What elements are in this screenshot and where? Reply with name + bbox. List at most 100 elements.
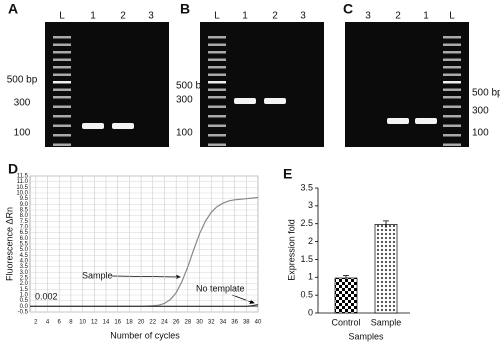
ladder-band [53,105,71,108]
x-tick-label: 38 [243,320,250,326]
ladder-band [53,58,71,61]
y-tick-label: 5.5 [20,242,29,248]
ladder-band [208,96,226,99]
ladder-band [53,36,71,39]
panel-letter: C [343,1,353,17]
x-tick-label: 30 [196,320,203,326]
x-tick-label: 2 [34,320,38,326]
y-axis-label: Expression fold [286,219,296,281]
lane-label: 3 [365,11,371,22]
ladder-band [53,51,71,54]
ladder-band [53,96,71,99]
ladder-band [208,51,226,54]
size-marker: 500 bp [472,88,500,99]
ladder-band [443,88,461,91]
ladder-band [443,134,461,137]
y-tick-label: 9.0 [20,202,29,208]
size-marker: 300 [472,106,489,117]
ladder-band [443,115,461,118]
y-tick-label: 1.5 [20,287,29,293]
annotation-arrow [111,274,181,280]
dna-band [82,123,104,129]
chart-panels: D-0.50.00.51.01.52.02.53.03.54.04.55.05.… [4,161,410,341]
ladder-band [53,124,71,127]
lane-label: 2 [272,11,278,22]
ladder-band [208,105,226,108]
ladder-band [208,143,226,146]
ladder-band [53,66,71,69]
x-tick-label: 6 [58,320,62,326]
lane-label: 1 [423,11,429,22]
x-tick-label: Control [331,317,360,327]
y-tick-label: 2.5 [300,218,313,228]
y-tick-label: 3 [308,200,313,210]
ladder-band [208,36,226,39]
gel-image [200,22,324,147]
ladder-band [53,73,71,76]
lane-label: 1 [90,11,96,22]
ladder-band [53,88,71,91]
ladder-band [208,88,226,91]
bar [334,277,358,314]
panel-letter: A [8,1,18,17]
ladder-band [443,124,461,127]
y-tick-label: 10.5 [16,185,28,191]
ladder-band [443,58,461,61]
dna-band [415,118,437,124]
size-marker: 500 bp [176,81,207,92]
y-tick-label: 6.0 [20,236,29,242]
y-tick-label: 3.5 [300,182,313,192]
ladder-band [443,96,461,99]
y-tick-label: 8.5 [20,208,29,214]
x-tick-label: 16 [114,320,121,326]
gel-panels: A L 1 2 3 500 bp 300 100 B L 1 2 3 500 bp 300 100 C 3 2 1 L 5… [7,1,500,147]
ladder-band [208,58,226,61]
threshold-label: 0.002 [35,292,58,302]
y-tick-label: 9.5 [20,196,29,202]
x-tick-label: 20 [138,320,145,326]
error-bar [343,275,349,281]
y-tick-label: 1.0 [20,293,29,299]
ladder-band [443,73,461,76]
size-marker: 100 [14,128,31,139]
x-tick-label: 4 [46,320,50,326]
ladder-band [208,43,226,46]
ladder-band [443,143,461,146]
lane-label: 2 [120,11,126,22]
ladder-band [443,81,461,84]
panel-letter: E [283,166,292,182]
x-tick-label: 34 [220,320,227,326]
y-tick-label: 8.0 [20,213,29,219]
annotation: Sample [82,270,113,280]
gel-image [45,22,169,147]
size-marker: 500 bp [7,75,38,86]
x-tick-label: 18 [126,320,133,326]
error-bar [383,220,389,228]
x-axis-label: Number of cycles [110,330,180,340]
x-tick-label: 28 [185,320,192,326]
y-tick-label: 0.5 [300,290,313,300]
ladder-band [443,51,461,54]
ladder-band [443,36,461,39]
y-tick-label: -0.5 [18,310,29,316]
y-tick-label: 0 [308,307,313,317]
x-tick-label: Sample [371,317,402,327]
y-tick-label: 7.0 [20,225,29,231]
x-tick-label: 14 [103,320,110,326]
ladder-band [208,66,226,69]
ladder-band [208,81,226,84]
ladder-band [208,73,226,76]
ladder-band [208,134,226,137]
dna-band [112,123,134,129]
y-tick-label: 11.5 [17,174,29,180]
y-tick-label: 10.0 [16,191,28,197]
lane-label: 2 [395,11,401,22]
annotation-arrow [231,294,255,304]
y-tick-label: 11.0 [17,179,29,185]
dna-band [234,98,256,104]
x-tick-label: 8 [69,320,73,326]
y-tick-label: 3.0 [20,270,29,276]
ladder-band [208,124,226,127]
y-tick-label: 1.5 [300,254,313,264]
